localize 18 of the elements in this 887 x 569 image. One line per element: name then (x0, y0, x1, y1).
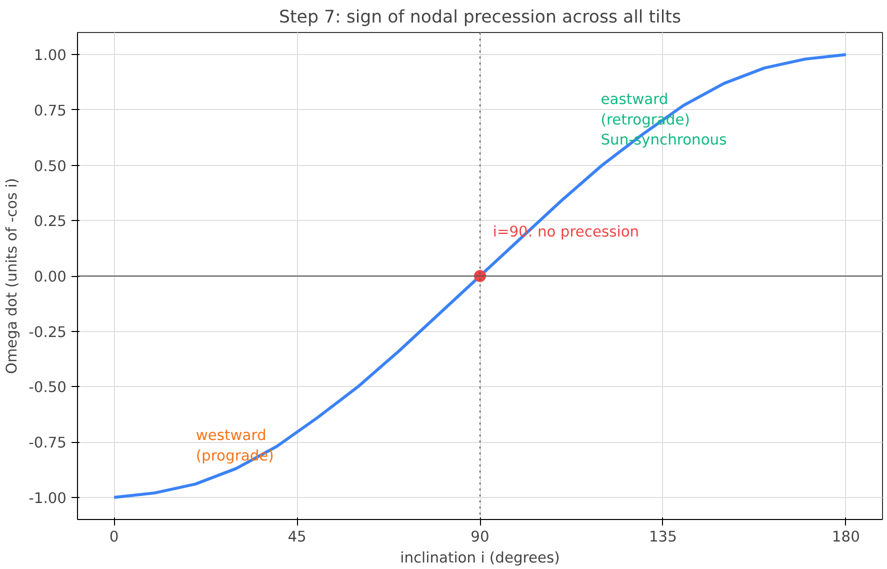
y-tick-label: 0.50 (34, 158, 67, 175)
line-series (112, 53, 848, 499)
x-tick-label: 45 (288, 528, 306, 546)
y-tick-label: 0.25 (34, 213, 67, 230)
y-tick-label: -0.25 (28, 324, 66, 341)
x-tick-label: 0 (109, 528, 119, 546)
x-tick-label: 90 (470, 528, 490, 546)
y-tick-label: 0.00 (34, 268, 67, 286)
chart-title: Step 7: sign of nodal precession across all tilts (278, 8, 682, 28)
x-axis-title: inclination i (degrees) (400, 550, 560, 566)
y-tick-label: 1.00 (34, 47, 67, 64)
y-tick-label: -0.50 (28, 379, 66, 396)
x-tick-label: 180 (832, 528, 860, 546)
y-tick-label: 0.75 (34, 102, 67, 120)
y-tick-label: -1.00 (28, 490, 66, 507)
x-tick-label: 135 (648, 528, 677, 546)
y-axis-title: Omega dot (units of -cos i) (4, 178, 21, 374)
y-tick-label: -0.75 (28, 434, 66, 452)
